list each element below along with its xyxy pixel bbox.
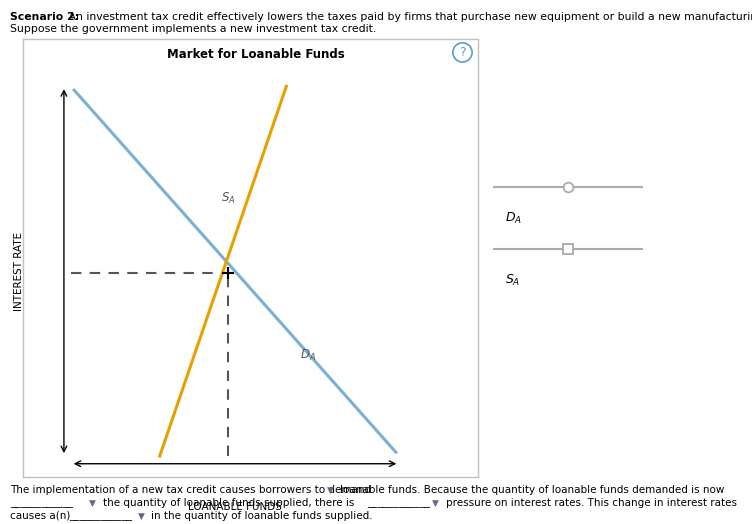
Text: ▼: ▼ — [89, 499, 96, 508]
Text: The implementation of a new tax credit causes borrowers to demand: The implementation of a new tax credit c… — [10, 485, 371, 495]
Text: $D_A$: $D_A$ — [505, 211, 522, 225]
Text: Scenario 2:: Scenario 2: — [10, 12, 79, 21]
Text: An investment tax credit effectively lowers the taxes paid by firms that purchas: An investment tax credit effectively low… — [65, 12, 752, 21]
Text: ____________: ____________ — [69, 511, 132, 521]
Text: in the quantity of loanable funds supplied.: in the quantity of loanable funds suppli… — [151, 511, 373, 521]
Text: Suppose the government implements a new investment tax credit.: Suppose the government implements a new … — [10, 24, 376, 34]
Text: LOANABLE FUNDS: LOANABLE FUNDS — [188, 502, 282, 512]
Text: loanable funds. Because the quantity of loanable funds demanded is now: loanable funds. Because the quantity of … — [340, 485, 724, 495]
Text: ▼: ▼ — [432, 499, 438, 508]
Text: $D_A$: $D_A$ — [300, 348, 316, 364]
Text: $S_A$: $S_A$ — [221, 190, 236, 205]
Text: pressure on interest rates. This change in interest rates: pressure on interest rates. This change … — [446, 498, 737, 508]
Text: ____________: ____________ — [367, 498, 430, 508]
Text: INTEREST RATE: INTEREST RATE — [14, 232, 24, 311]
Text: causes a(n): causes a(n) — [10, 511, 70, 521]
Text: ▼: ▼ — [327, 486, 334, 495]
Text: ____________: ____________ — [10, 498, 73, 508]
Text: ?: ? — [459, 46, 465, 59]
Text: ▼: ▼ — [138, 512, 144, 521]
Text: Market for Loanable Funds: Market for Loanable Funds — [167, 48, 344, 61]
Text: $S_A$: $S_A$ — [505, 274, 520, 288]
Text: the quantity of loanable funds supplied, there is: the quantity of loanable funds supplied,… — [103, 498, 354, 508]
